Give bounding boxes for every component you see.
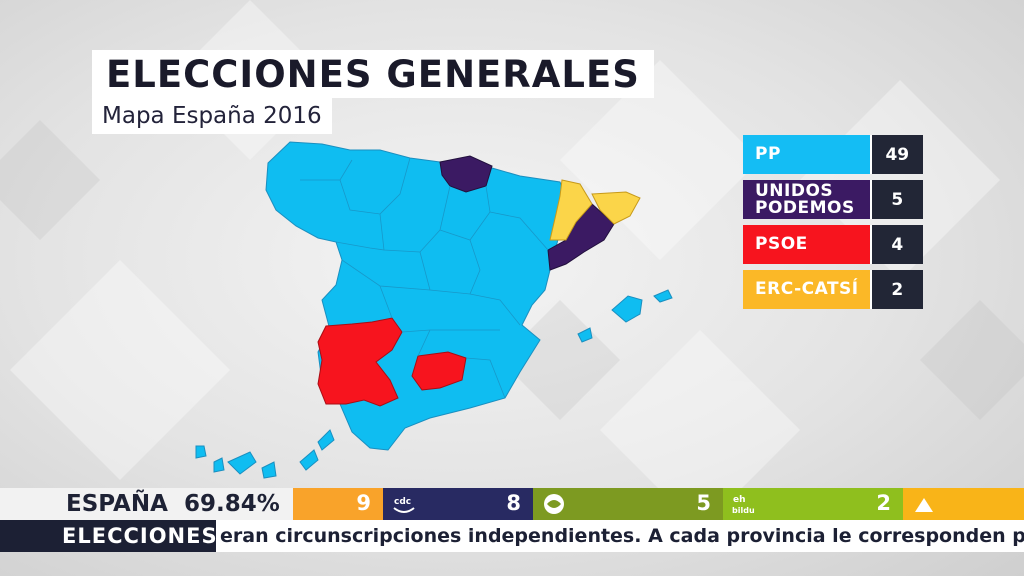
ticker-segment-cc: [903, 488, 1024, 520]
legend-row-psoe: PSOE 4: [743, 225, 923, 264]
eh-bildu-logo-icon: eh bildu: [732, 495, 755, 515]
legend-party-erc-catsi: ERC-CATSÍ: [743, 270, 870, 309]
country-summary: ESPAÑA 69.84%: [0, 488, 293, 520]
ticker-seats-cdc: 8: [506, 491, 521, 515]
map-region-pp[interactable]: [265, 141, 569, 451]
country-name: ESPAÑA: [66, 491, 168, 517]
legend-row-unidos-podemos: UNIDOS PODEMOS 5: [743, 180, 923, 219]
svg-text:eh: eh: [733, 495, 746, 505]
map-region-canarias-1[interactable]: [195, 445, 207, 459]
map-region-erc-lleida[interactable]: [549, 179, 593, 241]
map-region-canarias-3[interactable]: [227, 451, 257, 475]
ticker-seats-erc: 9: [356, 491, 371, 515]
news-ticker-text: eran circunscripciones independientes. A…: [216, 520, 1024, 552]
map-region-canarias-6[interactable]: [317, 429, 335, 451]
ticker-segment-eh-bildu: eh bildu 2: [723, 488, 903, 520]
legend-row-erc-catsi: ERC-CATSÍ 2: [743, 270, 923, 309]
legend-seats-pp: 49: [869, 135, 923, 174]
ticker-segment-cdc: cdc 8: [383, 488, 533, 520]
map-region-canarias-5[interactable]: [299, 449, 319, 471]
page-subtitle: Mapa España 2016: [102, 103, 322, 129]
news-ticker: ELECCIONES eran circunscripciones indepe…: [0, 520, 1024, 552]
legend-seats-psoe: 4: [869, 225, 923, 264]
map-region-canarias-4[interactable]: [261, 461, 277, 479]
ticker-seats-eh-bildu: 2: [876, 491, 891, 515]
pnv-logo-icon: [544, 494, 564, 514]
seats-legend: PP 49 UNIDOS PODEMOS 5 PSOE 4 ERC-CATSÍ …: [743, 135, 923, 315]
legend-party-psoe: PSOE: [743, 225, 870, 264]
subtitle-box: Mapa España 2016: [92, 98, 332, 134]
legend-party-pp: PP: [743, 135, 870, 174]
ticker-seats-pnv: 5: [696, 491, 711, 515]
cc-logo-icon: [915, 498, 933, 512]
svg-text:bildu: bildu: [732, 506, 755, 515]
map-region-ibiza[interactable]: [577, 327, 593, 343]
news-ticker-label: ELECCIONES: [0, 520, 217, 552]
map-region-psoe-jaen[interactable]: [411, 351, 467, 391]
title-box: ELECCIONES GENERALES: [92, 50, 654, 98]
svg-text:cdc: cdc: [394, 497, 411, 507]
participation-percent: 69.84%: [184, 491, 280, 517]
cdc-logo-icon: cdc: [393, 497, 415, 513]
map-region-erc-girona[interactable]: [591, 191, 641, 225]
map-region-unidos-podemos-north[interactable]: [439, 155, 493, 193]
map-region-psoe-west[interactable]: [317, 317, 403, 407]
map-region-canarias-2[interactable]: [213, 457, 225, 473]
results-ticker: ESPAÑA 69.84% 9 cdc 8 5 eh bildu 2: [0, 488, 1024, 520]
legend-seats-unidos-podemos: 5: [869, 180, 923, 219]
ticker-segment-pnv: 5: [533, 488, 723, 520]
page-title: ELECCIONES GENERALES: [106, 52, 640, 96]
legend-party-unidos-podemos: UNIDOS PODEMOS: [743, 180, 870, 219]
map-region-balearics[interactable]: [611, 295, 643, 323]
legend-seats-erc-catsi: 2: [869, 270, 923, 309]
legend-row-pp: PP 49: [743, 135, 923, 174]
map-region-menorca[interactable]: [653, 289, 673, 303]
ticker-segment-erc: 9: [293, 488, 383, 520]
